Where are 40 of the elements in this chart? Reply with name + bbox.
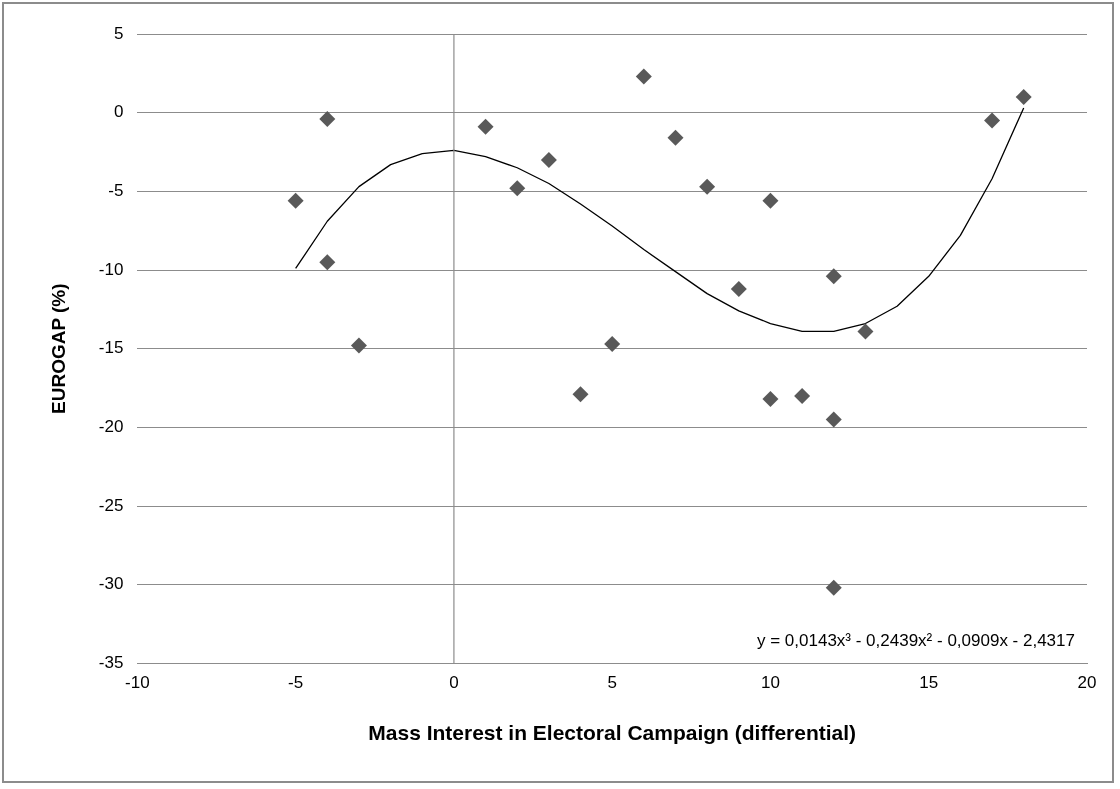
point — [730, 280, 747, 297]
y-tick-label: 5 — [113, 23, 124, 43]
point — [509, 180, 526, 197]
x-tick-label: 15 — [919, 673, 939, 693]
point — [1015, 88, 1032, 105]
x-tick-label: -5 — [288, 673, 304, 693]
point — [984, 112, 1001, 129]
point — [477, 118, 494, 135]
point — [762, 391, 779, 408]
point — [667, 129, 684, 146]
y-axis-title: EUROGAP (%) — [47, 283, 69, 414]
point — [572, 386, 589, 403]
point — [319, 110, 336, 127]
point — [540, 151, 557, 168]
x-axis-title: Mass Interest in Electoral Campaign (differential) — [368, 721, 857, 745]
y-tick-label: -10 — [98, 259, 124, 279]
point — [762, 192, 779, 209]
point — [825, 579, 842, 596]
y-tick-label: 0 — [113, 102, 124, 122]
y-tick-label: -15 — [98, 338, 124, 358]
point — [287, 192, 304, 209]
point — [635, 68, 652, 85]
x-tick-label: 5 — [607, 673, 617, 693]
point — [857, 323, 874, 340]
y-tick-label: -30 — [98, 574, 124, 594]
point — [350, 337, 367, 354]
x-tick-label: 10 — [761, 673, 780, 693]
x-tick-label: 0 — [449, 673, 459, 693]
point — [794, 387, 811, 404]
y-tick-label: -35 — [98, 653, 124, 673]
point — [825, 268, 842, 285]
y-tick-label: -20 — [98, 417, 124, 437]
x-tick-label: 20 — [1077, 673, 1097, 693]
point — [699, 178, 716, 195]
y-tick-label: -25 — [98, 495, 124, 515]
point — [319, 254, 336, 271]
annotation: y = 0,0143x³ - 0,2439x² - 0,0909x - 2,4317 — [756, 630, 1075, 650]
point — [604, 335, 621, 352]
y-tick-label: -5 — [108, 181, 124, 201]
point — [825, 411, 842, 428]
